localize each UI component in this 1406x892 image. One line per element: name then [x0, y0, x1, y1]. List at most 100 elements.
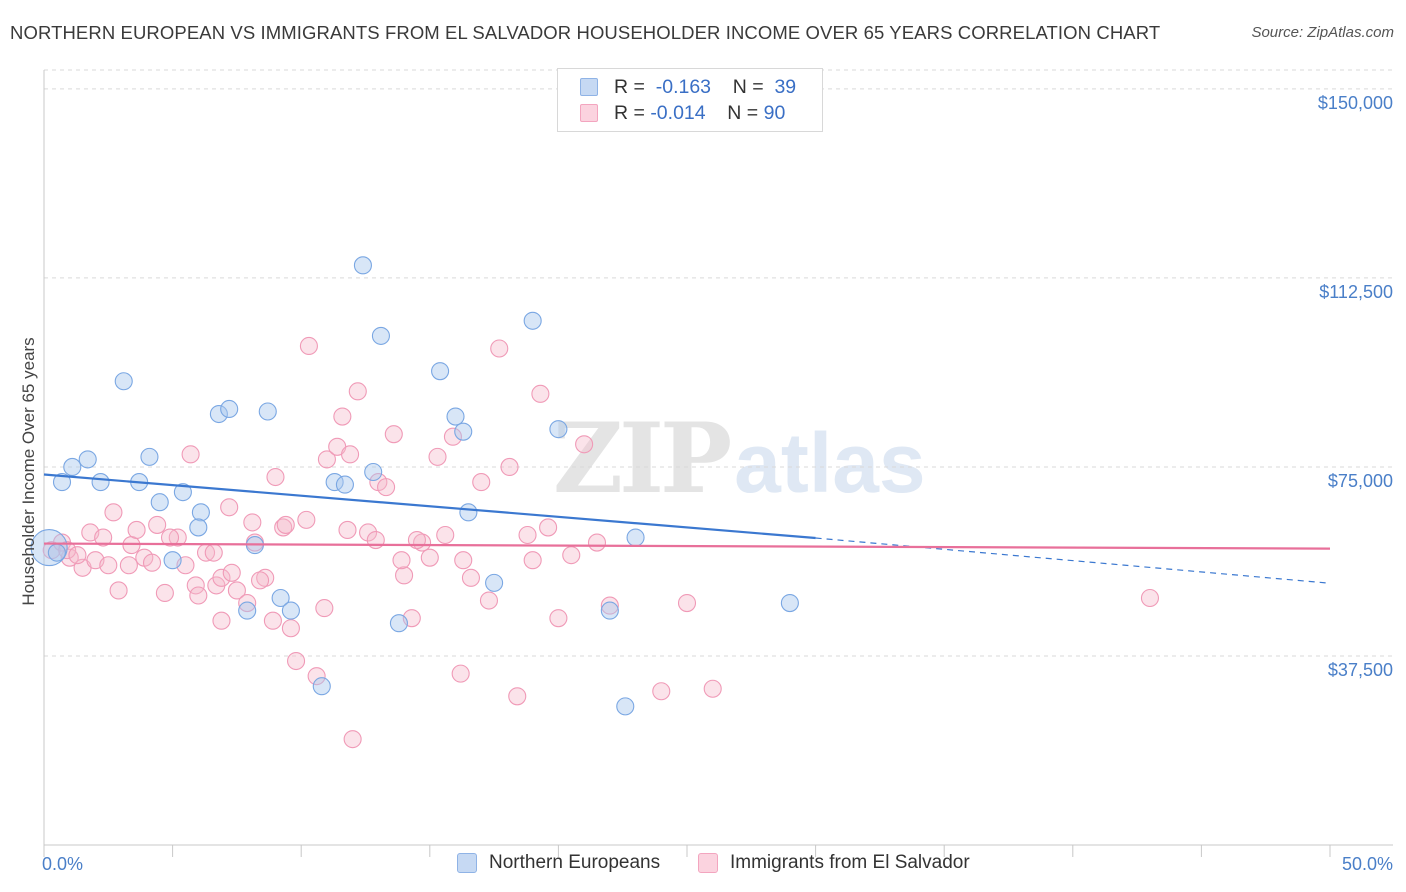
- point-northern-european: [271, 588, 290, 608]
- point-el-salvador: [281, 619, 300, 638]
- point-northern-european: [454, 422, 473, 441]
- y-axis-title: Householder Income Over 65 years: [19, 337, 38, 605]
- point-el-salvador: [1140, 588, 1160, 608]
- point-northern-european: [63, 457, 82, 477]
- grid-lines: [44, 69, 1393, 657]
- point-el-salvador: [523, 551, 542, 570]
- correlation-legend: R = -0.163 N = 39 R = -0.014 N = 90: [557, 68, 823, 132]
- point-northern-european: [389, 614, 408, 633]
- point-el-salvador: [428, 447, 447, 466]
- point-el-salvador: [274, 518, 293, 537]
- point-el-salvador: [677, 593, 697, 613]
- point-el-salvador: [500, 457, 519, 477]
- point-el-salvador: [256, 568, 275, 587]
- point-el-salvador: [575, 435, 594, 454]
- point-el-salvador: [436, 525, 455, 545]
- trend-line-northern-europeans: [43, 473, 816, 540]
- legend-row-el-salvador: R = -0.014 N = 90: [580, 100, 785, 126]
- point-el-salvador: [148, 515, 167, 534]
- point-northern-european: [431, 362, 450, 381]
- legend-row-northern-europeans: R = -0.163 N = 39: [580, 74, 796, 100]
- point-el-salvador: [212, 568, 231, 587]
- point-el-salvador: [94, 528, 113, 547]
- point-el-salvador: [392, 551, 411, 570]
- point-el-salvador: [109, 581, 128, 600]
- point-el-salvador: [276, 515, 295, 534]
- point-el-salvador: [104, 503, 123, 522]
- point-el-salvador: [420, 548, 439, 567]
- point-el-salvador: [451, 664, 470, 683]
- point-northern-european: [446, 407, 465, 426]
- point-el-salvador: [263, 611, 282, 630]
- point-el-salvador: [508, 687, 527, 706]
- legend-r-label: R =: [614, 75, 645, 98]
- point-el-salvador: [341, 445, 360, 464]
- legend-swatch-blue: [580, 78, 598, 96]
- series-legend-el-salvador: Immigrants from El Salvador: [698, 852, 970, 874]
- point-northern-european: [523, 311, 542, 330]
- point-el-salvador: [299, 336, 318, 356]
- point-el-salvador: [703, 679, 722, 698]
- point-el-salvador: [212, 611, 231, 630]
- point-el-salvador: [127, 520, 146, 540]
- y-tick-label: $37,500: [1328, 660, 1393, 680]
- point-el-salvador: [377, 478, 396, 497]
- point-northern-european: [220, 399, 239, 419]
- point-el-salvador: [472, 473, 491, 492]
- point-northern-european: [47, 543, 66, 562]
- point-northern-european: [549, 420, 568, 439]
- point-el-salvador: [297, 510, 316, 529]
- legend-n-value: 39: [774, 75, 797, 98]
- legend-swatch-pink: [580, 104, 598, 122]
- axes: [43, 70, 1393, 857]
- point-northern-european: [150, 493, 169, 512]
- point-el-salvador: [479, 591, 499, 610]
- point-northern-european: [258, 402, 277, 421]
- point-northern-european: [626, 528, 645, 547]
- trend-line-el-salvador: [43, 542, 1331, 550]
- point-northern-european: [459, 503, 478, 522]
- point-el-salvador: [99, 556, 118, 575]
- series-label: Northern Europeans: [489, 852, 661, 873]
- point-northern-european: [163, 551, 182, 570]
- trend-line-northern-europeans-extension: [815, 537, 1327, 584]
- point-el-salvador: [395, 566, 414, 585]
- point-el-salvador: [384, 425, 403, 444]
- point-el-salvador: [181, 445, 200, 464]
- point-el-salvador: [266, 467, 285, 487]
- point-el-salvador: [142, 553, 162, 572]
- point-northern-european: [189, 518, 208, 537]
- point-northern-european: [281, 601, 300, 620]
- point-northern-european: [52, 473, 72, 492]
- point-el-salvador: [42, 541, 61, 560]
- point-northern-european: [209, 404, 228, 424]
- point-northern-european: [78, 450, 97, 469]
- point-northern-european: [312, 677, 331, 696]
- trend-lines: [43, 473, 1331, 584]
- y-tick-label: $112,500: [1319, 282, 1393, 302]
- point-el-salvador: [243, 513, 262, 532]
- point-northern-european: [364, 462, 383, 482]
- point-el-salvador: [338, 520, 357, 540]
- point-el-salvador: [531, 384, 550, 403]
- point-el-salvador: [443, 427, 462, 446]
- point-northern-european: [600, 601, 619, 620]
- tick-labels: $37,500 $75,000 $112,500 $150,000 0.0% 50.0% H…: [19, 93, 1393, 874]
- legend-n-value: 90: [763, 101, 786, 124]
- point-el-salvador: [359, 523, 378, 542]
- point-el-salvador: [490, 339, 509, 358]
- point-el-salvador: [287, 651, 306, 671]
- point-el-salvador: [220, 498, 239, 517]
- point-el-salvador: [539, 518, 558, 537]
- point-el-salvador: [68, 546, 87, 565]
- point-el-salvador: [600, 596, 619, 615]
- point-el-salvador: [343, 730, 362, 749]
- point-el-salvador: [122, 536, 141, 555]
- point-northern-european: [238, 601, 257, 620]
- legend-r-value: -0.014: [650, 101, 706, 124]
- legend-r-label: R =: [614, 101, 645, 124]
- x-tick-label: 0.0%: [42, 854, 83, 874]
- point-el-salvador: [250, 571, 270, 590]
- legend-n-label: N =: [732, 75, 764, 98]
